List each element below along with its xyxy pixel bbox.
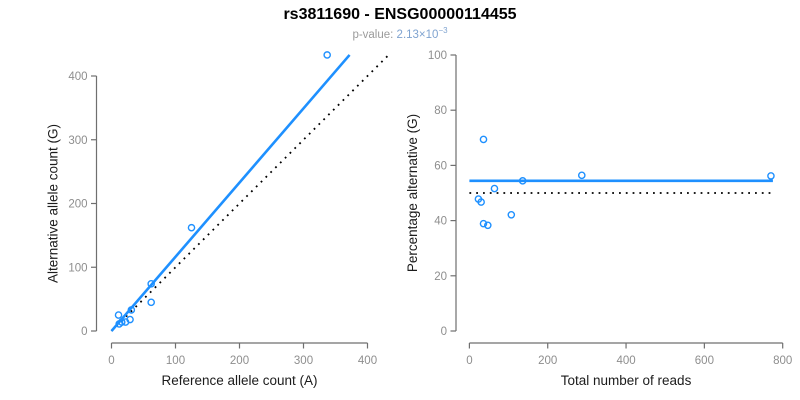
p-value-exponent: −3 [438,26,448,35]
y-axis-title: Percentage alternative (G) [405,114,420,272]
data-point [767,172,775,180]
data-point [518,177,527,185]
y-tick-label: 60 [434,160,447,172]
x-tick-label: 800 [773,355,792,367]
x-tick-label: 400 [358,355,377,367]
x-tick-label: 200 [538,355,557,367]
y-tick-label: 100 [68,262,87,274]
x-axis-title: Reference allele count (A) [161,373,317,388]
x-tick-label: 100 [166,355,185,367]
data-point [490,184,499,193]
y-tick-label: 20 [434,271,447,283]
regression-fit-line [110,54,351,332]
p-value-subtitle: p-value: 2.13×10−3 [0,24,800,42]
identity-line [110,54,389,332]
data-point [477,198,485,206]
x-tick-label: 200 [230,355,249,367]
data-point [577,171,586,180]
data-point [484,221,492,230]
data-point [147,298,155,307]
y-tick-label: 300 [68,135,87,147]
y-tick-label: 400 [68,71,87,83]
x-tick-label: 400 [616,355,635,367]
data-point [147,280,155,288]
p-value-mantissa: 2.13×10 [396,28,439,41]
y-tick-label: 80 [434,105,447,117]
p-value-label: p-value: [352,28,397,41]
data-point [126,315,134,324]
data-point [479,219,488,228]
data-point [187,223,196,232]
y-tick-label: 0 [441,326,447,338]
allele-counts-panel: 0 100 200 300 400 0 100 200 300 400 Reference alle… [46,51,389,388]
figure-header: rs3811690 - ENSG00000114455 p-value: 2.1… [0,0,800,42]
x-tick-label: 600 [695,355,714,367]
x-tick-label: 300 [294,355,313,367]
x-axis-title: Total number of reads [561,373,692,388]
data-point [114,311,123,319]
data-point [323,51,331,59]
data-point [479,135,488,144]
y-tick-label: 0 [81,326,87,338]
y-tick-label: 200 [68,199,87,211]
data-point [127,306,136,314]
y-tick-label: 100 [428,50,447,62]
plot-title: rs3811690 - ENSG00000114455 [283,6,517,23]
y-tick-label: 40 [434,216,447,228]
percentage-alternative-panel: 0 200 400 600 800 0 20 40 60 80 100 Total number of… [405,50,792,388]
y-axis-title: Alternative allele count (G) [46,124,61,283]
data-point [117,318,126,326]
x-tick-label: 0 [466,355,472,367]
x-tick-label: 0 [108,355,114,367]
data-point [507,211,516,219]
